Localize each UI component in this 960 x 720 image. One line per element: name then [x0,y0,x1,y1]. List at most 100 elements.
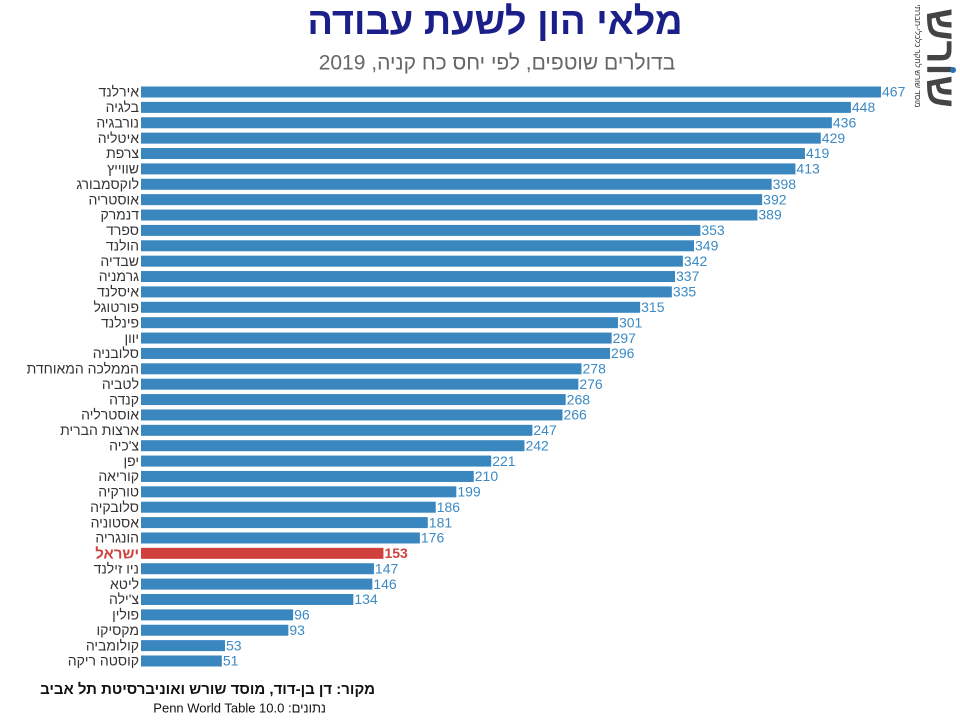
logo-tagline: מוסד שורש לחקר כלכלי-חברתי [913,4,922,107]
category-label: קוריאה [98,468,139,484]
value-label: 181 [429,514,453,530]
category-label: שבדיה [100,253,139,269]
bar [141,424,533,436]
value-label: 268 [567,391,591,407]
value-label: 53 [226,637,242,653]
category-label: טורקיה [98,484,139,500]
value-label: 413 [796,161,820,177]
bar [141,209,758,221]
category-label: צ'כיה [109,437,139,453]
bar [141,455,492,467]
value-label: 389 [758,207,782,223]
value-label: 199 [457,484,481,500]
category-label: קנדה [109,391,139,407]
category-label: אירלנד [98,84,139,100]
bar [141,271,676,283]
bar [141,593,354,605]
bar [141,224,701,236]
bar [141,655,222,667]
category-label: גרמניה [99,268,139,284]
category-label: ניו זילנד [94,560,139,576]
bar [141,378,579,390]
category-label: ספרד [106,222,139,238]
value-label: 342 [684,253,708,269]
value-label: 221 [492,453,516,469]
value-label: 398 [773,176,797,192]
bar [141,394,566,406]
value-label: 247 [533,422,557,438]
category-label: שווייץ [107,161,139,177]
bar [141,609,294,621]
logo-dot [950,67,956,73]
value-label: 349 [695,237,719,253]
bar [141,501,436,513]
category-label: צרפת [106,145,139,161]
value-label: 392 [763,191,787,207]
value-label: 315 [641,299,665,315]
bar [141,332,612,344]
bar [141,255,683,267]
bar [141,132,821,144]
category-label: יפן [123,453,139,469]
category-label: ארצות הברית [60,422,139,438]
logo-name: שורש [918,8,960,108]
category-label: הממלכה המאוחדת [27,361,139,377]
category-label: לוקסמבורג [76,176,139,192]
bar [141,286,672,298]
category-label: אסטוניה [91,514,140,530]
value-label: 134 [354,591,378,607]
bar [141,301,641,313]
bar [141,86,881,98]
category-label: יוון [124,330,139,346]
value-label: 276 [579,376,603,392]
value-label: 353 [701,222,725,238]
bar [141,517,428,529]
bar [141,163,796,175]
category-label: בלגיה [106,99,139,115]
category-label: לטביה [102,376,139,392]
value-label: 96 [294,607,310,623]
value-label: 242 [525,437,549,453]
category-label: פולין [112,607,139,623]
bar [141,148,805,160]
chart-title: מלאי הון לשעת עבודה [307,1,682,43]
bar [141,117,832,129]
value-label: 448 [852,99,876,115]
category-label: הונגריה [95,530,139,546]
value-label: 51 [223,653,239,669]
value-label: 210 [475,468,499,484]
value-label: 429 [822,130,846,146]
bar [141,640,225,652]
category-label: ישראל [95,545,139,562]
bar [141,547,384,559]
category-label: צ'ילה [109,591,139,607]
bar [141,101,851,113]
value-label: 419 [806,145,830,161]
category-label: קולומביה [86,637,139,653]
category-label: פינלנד [101,314,139,330]
value-label: 153 [384,545,408,561]
bar [141,470,474,482]
value-label: 301 [619,314,643,330]
value-label: 147 [375,560,399,576]
category-label: הולנד [106,237,139,253]
bar [141,563,374,575]
category-label: איסלנד [97,284,139,300]
category-label: פורטוגל [94,299,140,315]
value-label: 436 [833,114,857,130]
value-label: 467 [882,84,906,100]
category-label: ליטא [110,576,139,592]
bar [141,347,611,359]
value-label: 335 [673,284,697,300]
category-label: מקסיקו [97,622,139,638]
category-label: איטליה [98,130,139,146]
source: מקור: דן בן-דוד, מוסד שורש ואוניברסיטת ת… [40,681,375,698]
bar [141,409,563,421]
category-label: קוסטה ריקה [68,653,139,669]
value-label: 146 [373,576,397,592]
category-label: דנמרק [100,207,139,223]
bar [141,240,695,252]
category-label: סלובקיה [90,499,139,515]
value-label: 266 [563,407,587,423]
bar [141,194,763,206]
